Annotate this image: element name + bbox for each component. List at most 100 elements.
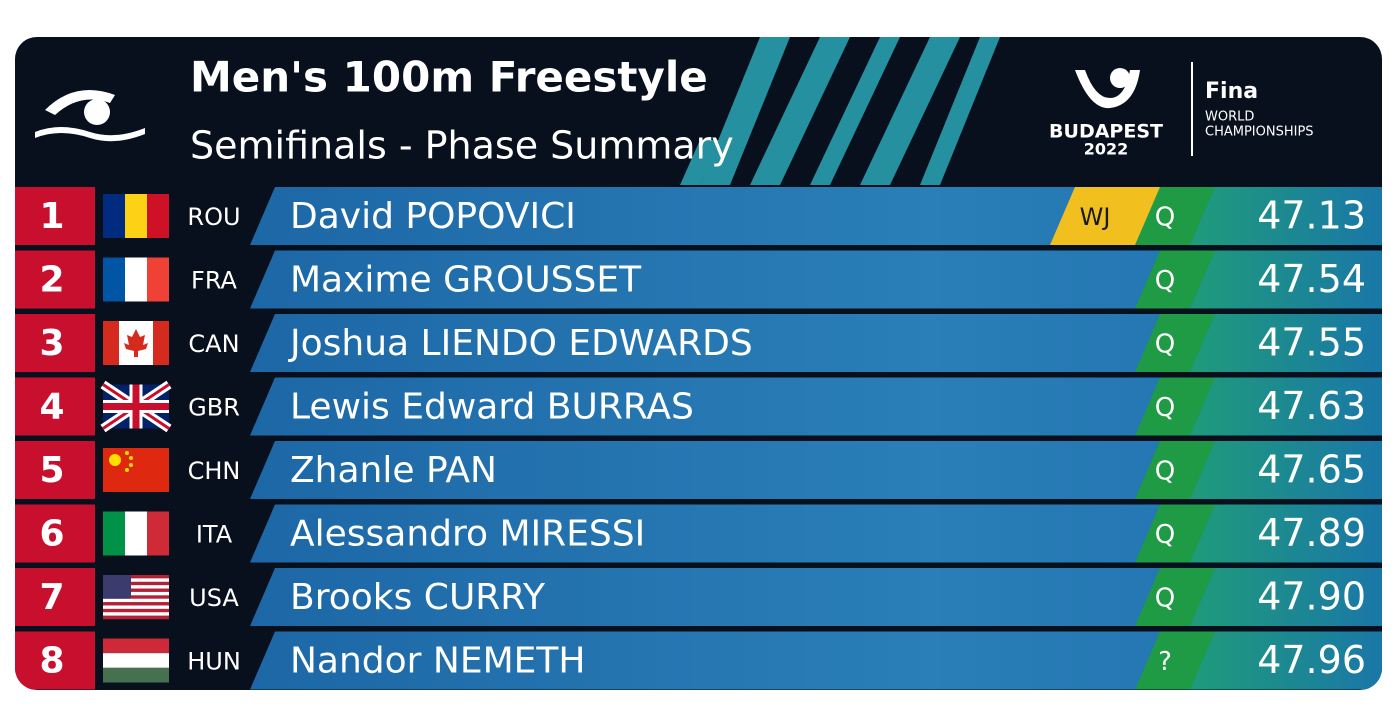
qualification: Q <box>1155 330 1175 360</box>
qual-cell <box>1135 631 1215 690</box>
flag-part <box>103 608 169 613</box>
country: CHN <box>188 457 241 485</box>
time-cell <box>1190 441 1382 499</box>
name-band <box>250 250 1382 309</box>
event-logo: BUDAPEST 2022 Fina WORLD CHAMPIONSHIPS <box>1049 62 1314 159</box>
rank-cell <box>15 250 95 309</box>
title: Men's 100m Freestyle <box>190 53 708 102</box>
result-row: 3 CAN Joshua LIENDO EDWARDS Q 47.55 <box>15 314 1382 372</box>
country: FRA <box>191 267 238 295</box>
flag-part <box>103 575 169 579</box>
flag-part <box>147 511 169 556</box>
flag-part <box>103 581 169 586</box>
flag-part <box>129 456 133 460</box>
qualification: Q <box>1155 520 1175 550</box>
flag-part <box>103 615 169 620</box>
flag-part <box>103 595 169 599</box>
result-row: 4 GBR Lewis Edward BURRAS Q 47.63 <box>15 377 1382 436</box>
qual-cell <box>1135 441 1215 499</box>
rank: 4 <box>39 387 64 428</box>
result-row: 7 USA Brooks CURRY Q 47.90 <box>15 568 1382 626</box>
flag-part <box>124 329 148 357</box>
rank-cell <box>15 377 95 436</box>
logo-line1: WORLD <box>1205 110 1254 125</box>
name-band <box>250 568 1382 626</box>
time: 47.89 <box>1257 511 1366 555</box>
qual-cell <box>1135 187 1215 245</box>
athlete-name: Nandor NEMETH <box>290 641 585 682</box>
qualification: Q <box>1155 203 1175 233</box>
athlete-name: Brooks CURRY <box>290 577 546 618</box>
flag-part <box>125 468 129 472</box>
name-band <box>250 441 1382 499</box>
logo-line2: CHAMPIONSHIPS <box>1205 125 1314 140</box>
flag <box>103 575 169 620</box>
time: 47.96 <box>1257 638 1366 682</box>
qual-cell <box>1135 250 1215 309</box>
rank: 8 <box>39 641 64 682</box>
flag-part <box>147 257 169 302</box>
country: ITA <box>196 521 233 549</box>
flag-part <box>103 588 169 593</box>
flag-part <box>103 578 169 583</box>
flag-part <box>103 194 125 238</box>
time-cell <box>1190 568 1382 626</box>
rank-cell <box>15 187 95 245</box>
result-row: 8 HUN Nandor NEMETH? 47.96 <box>15 631 1382 690</box>
athlete-name: Maxime GROUSSET <box>290 260 642 301</box>
flag <box>100 380 172 433</box>
qualification: Q <box>1155 584 1175 614</box>
result-row: WJ 1 ROU David POPOVICI Q 47.13 <box>15 187 1382 245</box>
flag-part <box>103 257 125 302</box>
time: 47.55 <box>1257 321 1366 365</box>
flag <box>103 194 169 238</box>
athlete-name: Zhanle PAN <box>290 450 497 491</box>
rank: 3 <box>39 323 64 364</box>
flag <box>103 448 169 492</box>
time: 47.63 <box>1257 384 1366 428</box>
name-band <box>250 504 1382 563</box>
flag-part <box>103 575 131 599</box>
subtitle: Semifinals - Phase Summary <box>190 124 734 168</box>
time: 47.90 <box>1257 575 1366 619</box>
qual-cell <box>1135 568 1215 626</box>
time-cell <box>1190 187 1382 245</box>
rank: 2 <box>39 260 64 301</box>
logo-city: BUDAPEST <box>1049 121 1163 143</box>
name-band <box>250 314 1382 372</box>
rank-cell <box>15 441 95 499</box>
flag-part <box>103 638 169 654</box>
time: 47.13 <box>1257 194 1366 238</box>
flag-part <box>125 194 147 238</box>
flag-part <box>125 511 147 556</box>
rank-cell <box>15 314 95 372</box>
result-row: 2 FRA Maxime GROUSSET Q 47.54 <box>15 250 1382 309</box>
swimmer-icon <box>35 90 145 142</box>
record: WJ <box>1080 203 1111 231</box>
rank: 1 <box>39 196 64 237</box>
flag-part <box>103 598 169 603</box>
flag-part <box>103 511 125 556</box>
flag <box>103 511 169 556</box>
country: ROU <box>187 203 240 231</box>
flag <box>103 321 169 365</box>
rank-cell <box>15 568 95 626</box>
flag <box>103 257 169 302</box>
rank-cell <box>15 631 95 690</box>
qualification: Q <box>1155 457 1175 487</box>
flag-part <box>147 194 169 238</box>
header-waves <box>680 37 1000 185</box>
name-band <box>250 377 1382 436</box>
time: 47.65 <box>1257 448 1366 492</box>
athlete-name: Alessandro MIRESSI <box>290 514 645 555</box>
rank: 7 <box>39 577 64 618</box>
flag-part <box>103 667 169 683</box>
logo-year: 2022 <box>1084 140 1129 159</box>
qualification: Q <box>1155 266 1175 296</box>
flag-part <box>103 605 169 610</box>
result-row: 6 ITA Alessandro MIRESSI Q 47.89 <box>15 504 1382 563</box>
athlete-name: Joshua LIENDO EDWARDS <box>288 323 753 364</box>
flag-part <box>103 591 169 596</box>
flag-part <box>125 451 129 455</box>
